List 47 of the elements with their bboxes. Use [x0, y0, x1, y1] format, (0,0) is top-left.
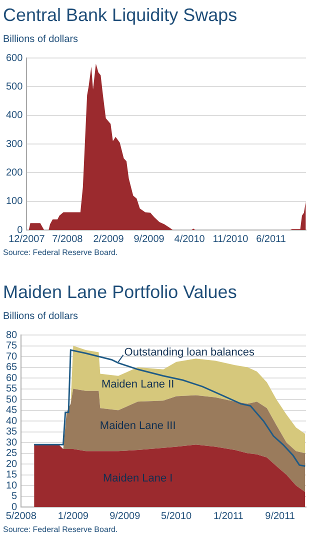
x-tick-label: 11/2010 — [212, 234, 249, 245]
y-tick-label: 65 — [6, 362, 18, 373]
y-tick-label: 70 — [6, 351, 18, 362]
y-tick-label: 20 — [6, 458, 18, 470]
x-tick-label: 5/2008 — [6, 510, 37, 522]
y-tick-label: 35 — [6, 426, 18, 438]
y-tick-label: 5 — [12, 491, 18, 502]
source-note: Source: Federal Reserve Board. — [2, 525, 119, 534]
y-tick-label: 25 — [6, 448, 18, 459]
x-tick-label: 2/2009 — [93, 234, 124, 245]
y-tick-label: 0 — [12, 502, 18, 513]
x-tick-label: 6/2011 — [256, 234, 286, 245]
y-tick-label: 10 — [6, 480, 18, 492]
source-note: Source: Federal Reserve Board. — [2, 248, 119, 257]
series-label: Maiden Lane III — [100, 420, 176, 432]
x-tick-label: 9/2009 — [134, 234, 165, 245]
y-tick-label: 45 — [6, 405, 18, 416]
y-tick-label: 60 — [6, 372, 18, 384]
x-tick-label: 9/2009 — [110, 510, 141, 522]
x-tick-label: 12/2007 — [8, 234, 46, 245]
x-tick-label: 1/2011 — [213, 510, 244, 522]
x-tick-label: 7/2008 — [52, 234, 84, 245]
chart-title: Central Bank Liquidity Swaps — [2, 4, 238, 26]
y-tick-label: 75 — [6, 340, 18, 352]
y-tick-label: 50 — [6, 394, 18, 406]
y-tick-label: 0 — [17, 224, 24, 236]
y-tick-label: 80 — [6, 330, 18, 341]
x-tick-label: 4/2010 — [174, 234, 206, 245]
chart-title: Maiden Lane Portfolio Values — [2, 281, 238, 303]
y-axis-title: Billions of dollars — [2, 310, 80, 324]
y-tick-label: 15 — [6, 470, 18, 480]
y-axis-title: Billions of dollars — [2, 33, 80, 47]
x-tick-label: 1/2009 — [58, 510, 89, 522]
series-label: Maiden Lane II — [101, 378, 174, 390]
y-tick-label: 30 — [6, 437, 18, 448]
y-tick-label: 500 — [6, 81, 24, 92]
y-tick-label: 55 — [6, 384, 18, 394]
y-tick-label: 400 — [6, 110, 24, 122]
x-tick-label: 5/2010 — [161, 510, 192, 522]
series-label: Maiden Lane I — [102, 472, 173, 485]
y-tick-label: 200 — [6, 167, 24, 178]
y-tick-label: 600 — [6, 52, 24, 64]
y-tick-label: 40 — [6, 416, 18, 427]
x-tick-label: 9/2011 — [265, 510, 296, 522]
y-tick-label: 300 — [6, 138, 24, 150]
y-tick-label: 100 — [6, 196, 24, 208]
legend-label: Outstanding loan balances — [124, 346, 256, 358]
